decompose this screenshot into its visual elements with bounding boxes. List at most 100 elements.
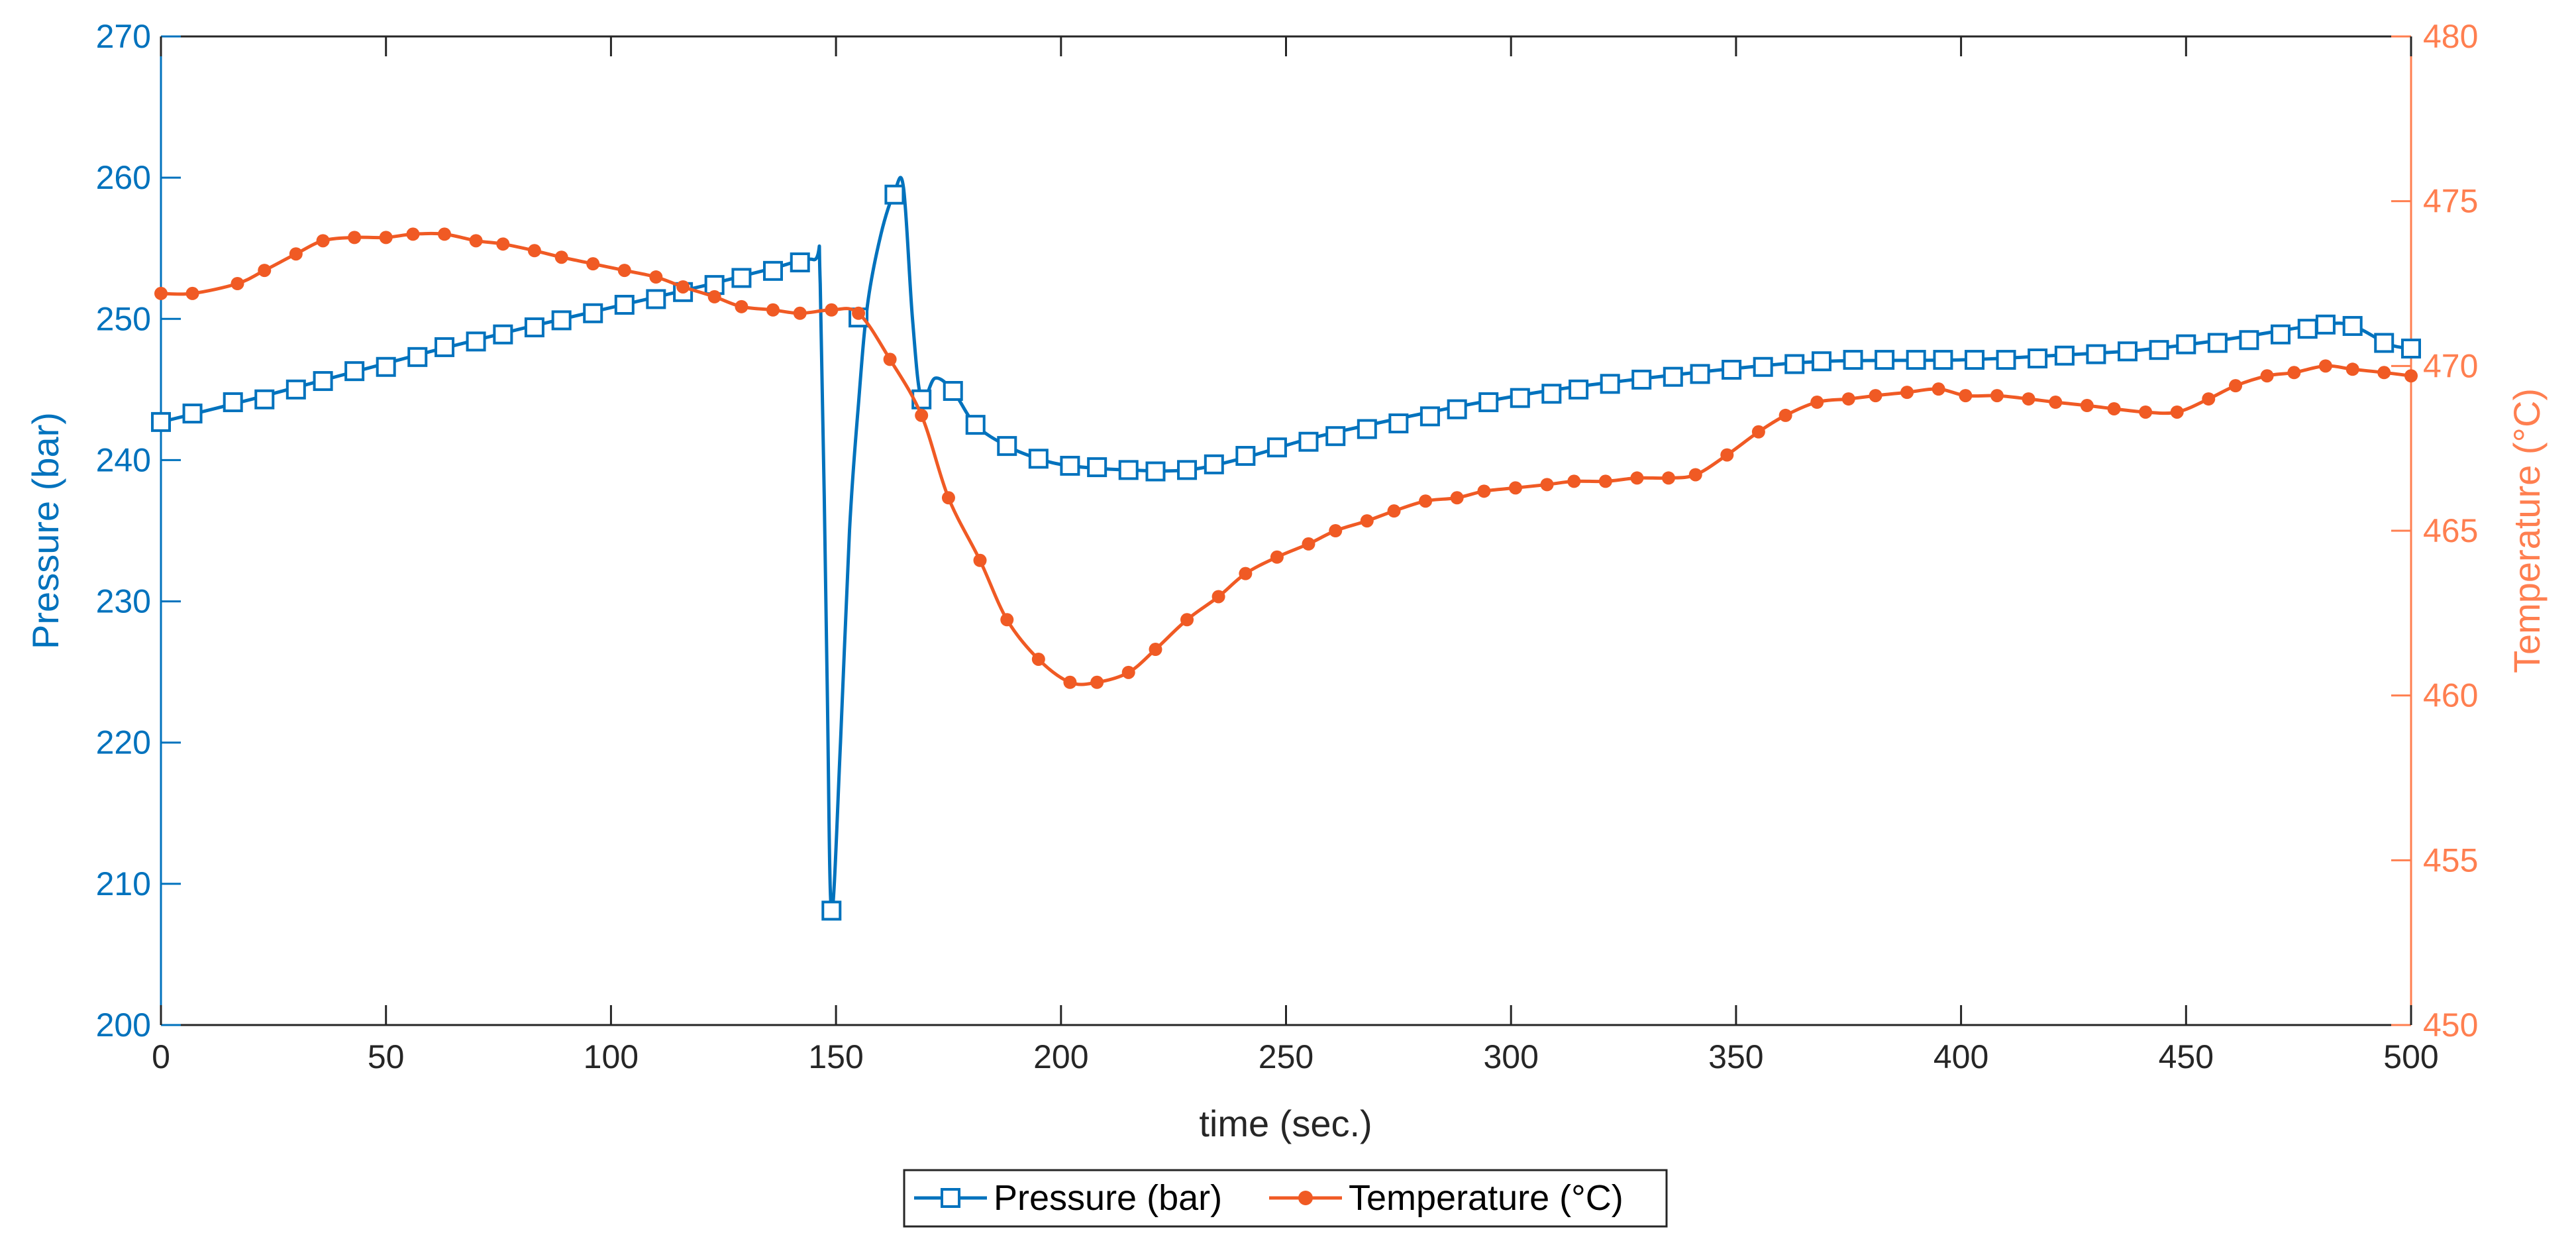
y-left-tick-label: 270 <box>96 18 151 55</box>
pressure-point <box>821 900 842 921</box>
pressure-point <box>965 415 986 435</box>
temperature-point <box>586 257 600 271</box>
temperature-point <box>316 234 330 248</box>
temperature-point <box>1661 471 1675 485</box>
temperature-point <box>154 286 168 300</box>
temperature-point <box>2202 392 2216 406</box>
temperature-point <box>1180 613 1194 627</box>
temperature-point <box>1329 524 1343 537</box>
temperature-point <box>469 234 483 248</box>
temperature-point <box>793 306 807 320</box>
temperature-point <box>941 491 955 505</box>
pressure-point <box>731 268 752 288</box>
temperature-point <box>1031 652 1045 666</box>
temperature-point <box>379 231 393 244</box>
temperature-point <box>1121 665 1135 679</box>
y-right-tick-label: 475 <box>2423 183 2478 220</box>
temperature-point <box>1841 392 1855 406</box>
temperature-point <box>735 299 748 313</box>
pressure-point <box>762 260 783 281</box>
temperature-point <box>2260 369 2274 383</box>
y-left-tick-label: 210 <box>96 865 151 902</box>
temperature-point <box>1508 481 1522 495</box>
pressure-point <box>1060 455 1080 476</box>
temperature-point <box>2404 369 2418 383</box>
y-left-tick-label: 230 <box>96 583 151 620</box>
temperature-point <box>2318 359 2332 373</box>
pressure-point <box>1028 449 1049 469</box>
pressure-point <box>466 331 486 352</box>
y-left-tick-label: 200 <box>96 1006 151 1044</box>
temperature-point <box>883 352 897 366</box>
x-tick-label: 450 <box>2159 1038 2214 1075</box>
pressure-point <box>1933 350 1953 370</box>
temperature-point <box>2229 379 2243 393</box>
pressure-point <box>2374 333 2395 353</box>
temperature-point <box>1720 448 1734 462</box>
pressure-point <box>1875 350 1895 370</box>
temperature-point <box>348 231 362 244</box>
pressure-point <box>1510 388 1530 408</box>
pressure-point <box>2239 330 2259 351</box>
pressure-point <box>2054 345 2075 366</box>
temperature-point <box>766 303 780 317</box>
temperature-point <box>2022 392 2035 406</box>
pressure-line <box>160 176 2412 914</box>
legend-label-pressure: Pressure (bar) <box>994 1178 1222 1218</box>
pressure-point <box>2028 348 2048 368</box>
pressure-point <box>2207 333 2228 353</box>
pressure-point <box>1722 360 1742 380</box>
temperature-point <box>1688 468 1702 482</box>
y-right-axis-title: Temperature (°C) <box>2506 388 2548 673</box>
x-tick-label: 400 <box>1933 1038 1988 1075</box>
temperature-point <box>973 553 987 567</box>
temperature-point <box>1932 382 1945 396</box>
legend-item-pressure: Pressure (bar) <box>914 1178 1222 1218</box>
y-right-tick-label: 460 <box>2423 677 2478 714</box>
temperature-point <box>496 237 510 251</box>
pressure-point <box>407 347 428 367</box>
pressure-point <box>1298 431 1319 452</box>
pressure-point <box>1843 350 1863 370</box>
pressure-point <box>583 303 603 323</box>
pressure-point <box>1996 350 2016 370</box>
x-ticks: 0 50 100 150 200 250 300 350 400 450 500 <box>152 36 2439 1075</box>
pressure-point <box>1325 426 1346 447</box>
pressure-point <box>1753 356 1773 377</box>
temperature-point <box>1990 389 2004 403</box>
temperature-point <box>1630 471 1644 485</box>
temperature-point <box>1477 484 1491 498</box>
temperature-point <box>438 227 452 241</box>
temperature-point <box>1211 590 1225 604</box>
y-left-tick-label: 240 <box>96 441 151 478</box>
temperature-point <box>649 270 663 284</box>
y-left-tick-label: 260 <box>96 159 151 196</box>
pressure-point <box>884 184 905 205</box>
pressure-point <box>2086 344 2106 364</box>
x-axis-title: time (sec.) <box>1199 1103 1372 1144</box>
pressure-point <box>1541 384 1562 404</box>
pressure-point <box>1569 379 1589 400</box>
pressure-point <box>1663 366 1683 387</box>
temperature-point <box>1450 491 1464 505</box>
pressure-point <box>313 371 333 392</box>
temperature-point <box>1540 478 1554 492</box>
temperature-point <box>1302 537 1315 551</box>
temperature-point <box>1387 504 1401 518</box>
pressure-point <box>182 404 203 424</box>
pressure-point <box>2270 324 2291 345</box>
temperature-point <box>1149 643 1162 657</box>
series-layer <box>151 176 2421 921</box>
pressure-point <box>285 379 306 400</box>
temperature-point <box>1810 396 1824 409</box>
temperature-point <box>676 280 690 294</box>
x-tick-label: 250 <box>1259 1038 1314 1075</box>
pressure-point <box>1419 406 1440 427</box>
temperature-point <box>1567 474 1581 488</box>
temperature-point <box>527 244 541 258</box>
temperature-point <box>2139 405 2153 419</box>
pressure-point <box>2176 334 2196 354</box>
pressure-point <box>344 361 365 382</box>
pressure-point <box>524 317 544 338</box>
